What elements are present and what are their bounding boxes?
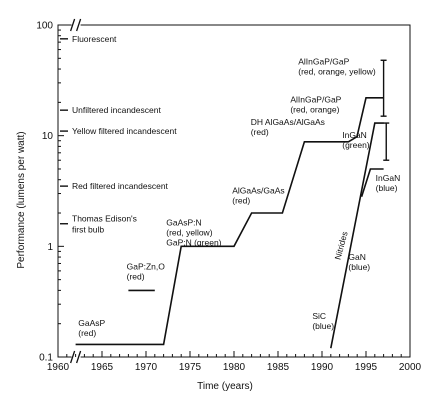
y-tick-label: 1 (47, 242, 53, 253)
x-tick-label: 1965 (91, 362, 114, 373)
reference-level-label: Thomas Edison's (72, 214, 137, 224)
annotation-label: (blue) (376, 183, 398, 193)
y-axis-ticks: 0.1 1 10 100 (36, 21, 64, 364)
y-tick-label: 10 (42, 131, 54, 142)
x-tick-label: 1990 (311, 362, 334, 373)
x-tick-label: 1980 (223, 362, 246, 373)
annotation-label: Nitrides (333, 230, 350, 260)
series-lines (75, 59, 390, 349)
reference-level-label: Red filtered incandescent (72, 181, 169, 191)
annotation-label: GaAsP (78, 318, 105, 328)
series-line (360, 168, 384, 198)
x-tick-label: 1985 (267, 362, 290, 373)
reference-level-label: Fluorescent (72, 34, 117, 44)
annotation-label: GaP:N (green) (166, 237, 221, 247)
y-tick-label: 100 (36, 21, 53, 32)
annotation-label: InGaN (342, 130, 367, 140)
reference-level-label: first bulb (72, 225, 104, 235)
annotation-label: (red) (232, 196, 250, 206)
annotation-label: (red, yellow) (166, 227, 212, 237)
annotation-label: (red) (251, 127, 269, 137)
annotation-label: (green) (342, 140, 370, 150)
x-axis-ticks: 1960 1965 1970 1975 1980 1985 1990 1995 2000 (47, 351, 422, 373)
x-axis-label: Time (years) (197, 381, 253, 392)
reference-level-label: Unfiltered incandescent (72, 105, 161, 115)
axis-break-top-gap (71, 19, 81, 31)
y-axis-label: Performance (lumens per watt) (16, 131, 27, 268)
x-tick-label: 1960 (47, 362, 70, 373)
annotation-label: GaN (348, 252, 365, 262)
x-tick-label: 1995 (355, 362, 378, 373)
x-tick-label: 2000 (399, 362, 422, 373)
x-tick-label: 1975 (179, 362, 202, 373)
annotation-label: InGaN (376, 173, 401, 183)
axis-break-top-slash (75, 18, 82, 32)
annotation-label: GaAsP:N (166, 217, 201, 227)
reference-labels: Fluorescent Unfiltered incandescent Yellow… (60, 34, 177, 235)
reference-level-label: Yellow filtered incandescent (72, 126, 177, 136)
annotation-label: (red) (78, 328, 96, 338)
annotation-label: DH AlGaAs/AlGaAs (251, 117, 325, 127)
annotation-label: AlInGaP/GaP (290, 94, 341, 104)
annotation-label: GaP:Zn,O (127, 261, 166, 271)
annotation-label: AlInGaP/GaP (298, 56, 349, 66)
y-tick-label: 0.1 (39, 353, 53, 364)
annotation-label: AlGaAs/GaAs (232, 186, 284, 196)
annotation-label: (red, orange, yellow) (298, 66, 376, 76)
x-tick-label: 1970 (135, 362, 158, 373)
series-line (330, 122, 384, 349)
axis-break-bottom-slash (69, 350, 76, 364)
annotation-label: (blue) (312, 321, 334, 331)
axis-break-top-slash (69, 18, 76, 32)
series-line (75, 97, 384, 346)
axis-break-bottom-slash (75, 350, 82, 364)
annotation-label: (red) (127, 271, 145, 281)
annotations: GaAsP(red)GaP:Zn,O(red)GaAsP:N(red, yell… (78, 56, 400, 338)
annotation-label: (blue) (348, 262, 370, 272)
annotation-label: (red, orange) (290, 104, 339, 114)
annotation-label: SiC (312, 311, 326, 321)
